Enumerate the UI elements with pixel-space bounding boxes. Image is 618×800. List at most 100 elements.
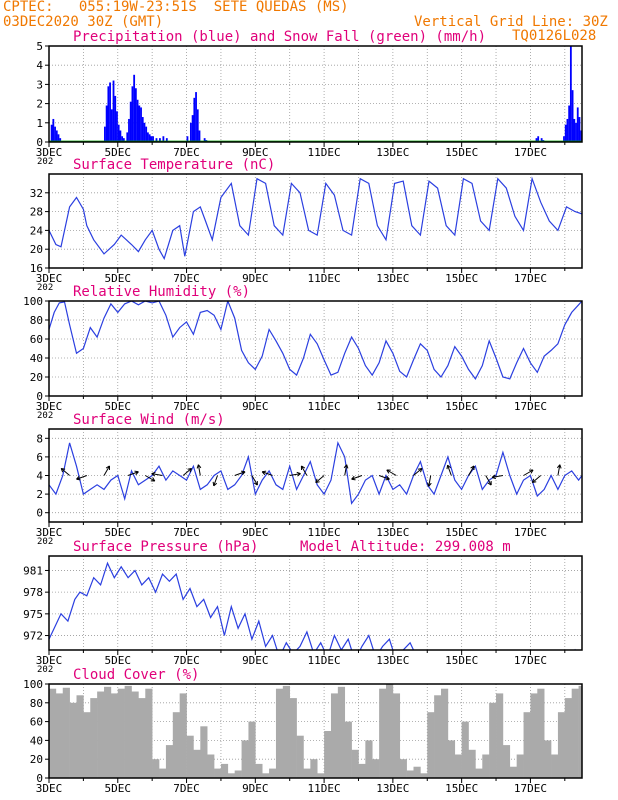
cloud-bar [475, 768, 483, 778]
precip-bar [191, 115, 194, 142]
wind-arrow-head [253, 481, 258, 486]
y-tick-label: 32 [30, 187, 43, 200]
cloud-bar [234, 770, 242, 778]
wind-arrow [289, 471, 301, 477]
x-tick-label: 13DEC [376, 654, 409, 667]
cloud-bar [269, 768, 277, 778]
cloud-bar [489, 702, 497, 778]
precip-bar [131, 86, 134, 142]
precip-bar [575, 122, 577, 142]
x-tick-label: 17DEC [514, 146, 547, 159]
cloud-bar [468, 749, 476, 778]
cloud-bar [571, 688, 579, 778]
x-tick-label: 7DEC [173, 654, 200, 667]
wind-arrow-head [491, 474, 497, 480]
x-tick-label: 7DEC [173, 782, 200, 795]
cloud-bar [344, 721, 352, 778]
wind-arrow-head [529, 469, 534, 474]
precip-bar [535, 138, 538, 142]
wind-arrow-head [300, 465, 306, 470]
wind-arrow [182, 467, 193, 476]
cloud-bar [427, 712, 435, 778]
precip-frame [48, 45, 583, 143]
cloud-bar [420, 773, 428, 778]
wind-arrow-head [556, 464, 562, 469]
precip-bar [140, 107, 142, 142]
cloud-bar [90, 698, 98, 778]
cloud-bar [186, 735, 194, 778]
precip-bar [128, 118, 130, 142]
wind-arrow [378, 475, 390, 481]
x-tick-label: 9DEC [242, 400, 269, 413]
cloud-bar [200, 726, 208, 778]
cloud-bar [502, 745, 511, 778]
wind-arrow [234, 470, 246, 476]
cloud-bar [296, 735, 304, 778]
y-tick-label: 60 [30, 716, 43, 729]
cloud-bar [385, 684, 394, 778]
cloud-bar [220, 763, 229, 778]
cloud-bar [262, 773, 270, 778]
wind-arrow-head [487, 481, 492, 486]
wind-arrow-head [150, 477, 156, 482]
cloud-bar [69, 702, 77, 778]
wind-arrow-head [315, 478, 320, 484]
precip-bar [580, 130, 583, 142]
wind-title: Surface Wind (m/s) [73, 412, 225, 428]
precip-bar [138, 105, 141, 142]
x-tick-label: 11DEC [308, 272, 341, 285]
cloud-bar [551, 754, 559, 778]
header-location: CPTEC: 055:19W-23:51S SETE QUEDAS (MS) [3, 0, 349, 15]
cloud-bar [207, 754, 215, 778]
x-tick-label: 7DEC [173, 272, 200, 285]
cloud-bar [179, 693, 187, 778]
precip-bar [122, 138, 125, 142]
precip-bar [147, 132, 149, 142]
x-year-partial-label: 202 [37, 665, 53, 675]
y-tick-label: 20 [30, 753, 43, 766]
y-tick-label: 2 [36, 98, 43, 111]
cloud-bar [516, 754, 524, 778]
temp-title: Surface Temperature (nC) [73, 157, 275, 173]
x-year-partial-label: 202 [37, 411, 53, 421]
x-tick-label: 15DEC [445, 272, 478, 285]
precip-bar [563, 136, 565, 142]
wind-arrow-shaft [447, 464, 452, 476]
wind-arrow-shaft [485, 475, 492, 486]
y-tick-label: 0 [36, 136, 43, 149]
x-tick-label: 5DEC [105, 782, 132, 795]
cloud-bar [49, 688, 57, 778]
cloud-bar [159, 768, 167, 778]
precip-bar [537, 136, 540, 142]
wind-arrow-shaft [127, 471, 139, 476]
header-date: 03DEC2020 30Z (GMT) [3, 14, 164, 30]
cloud-bar [564, 698, 572, 778]
wind-arrow [151, 471, 163, 477]
x-tick-label: 3DEC [36, 526, 63, 539]
wind-arrow-head [60, 467, 66, 473]
wind-arrow [127, 470, 139, 476]
wind-arrow-shaft [378, 475, 390, 480]
wind-arrow-shaft [145, 475, 156, 482]
precip-bar [569, 46, 572, 142]
cloud-bar [337, 686, 346, 778]
precip-title: Precipitation (blue) and Snow Fall (gree… [73, 29, 486, 45]
wind-arrow-head [386, 469, 391, 474]
precip-bar [134, 88, 137, 142]
wind-arrow-head [105, 465, 111, 470]
x-tick-label: 9DEC [242, 526, 269, 539]
wind-arrow [491, 474, 503, 480]
cloud-bar [406, 770, 414, 778]
wind-arrow-shaft [413, 468, 423, 476]
precip-panel: 0 1 2 3 4 5 3DEC 5DEC 7DEC 9DEC 11DEC 13DEC 15DEC 17D… [36, 29, 583, 167]
cloud-bar [110, 693, 119, 778]
wind-arrow-shaft [523, 469, 534, 476]
wind-arrow-head [212, 481, 218, 487]
x-tick-label: 9DEC [242, 146, 269, 159]
y-tick-label: 1 [36, 117, 43, 130]
wind-arrow-head [76, 475, 81, 481]
precip-bar [162, 136, 165, 142]
x-tick-label: 17DEC [514, 272, 547, 285]
x-tick-label: 3DEC [36, 272, 63, 285]
rh-frame [48, 300, 583, 397]
